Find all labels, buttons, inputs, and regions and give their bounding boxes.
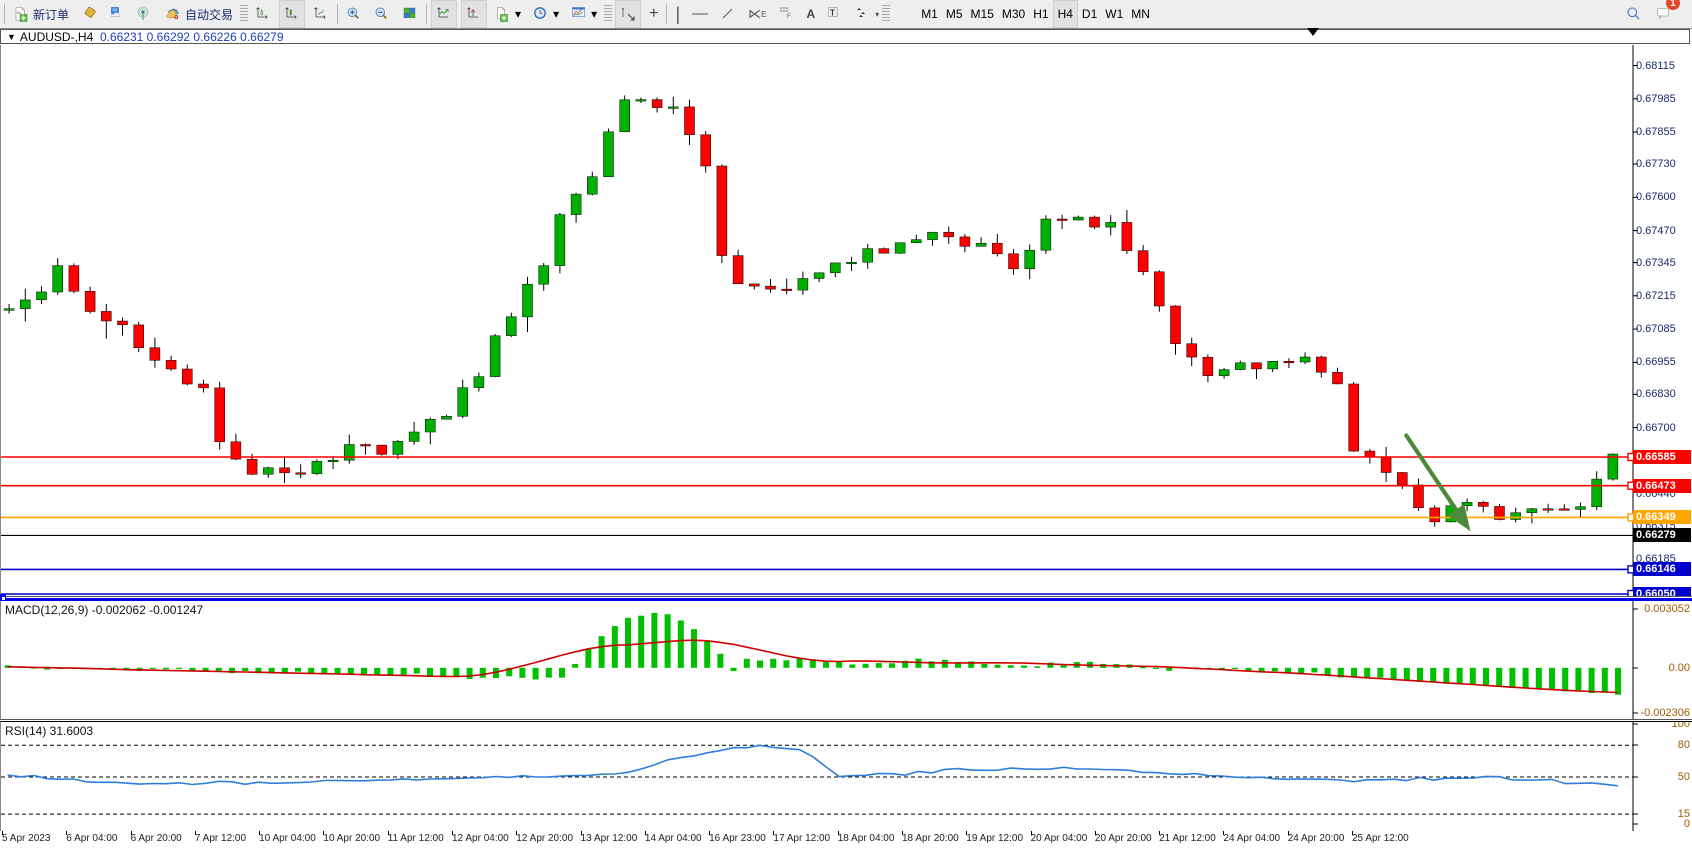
svg-text:F: F: [787, 14, 791, 20]
svg-text:T: T: [830, 9, 835, 18]
